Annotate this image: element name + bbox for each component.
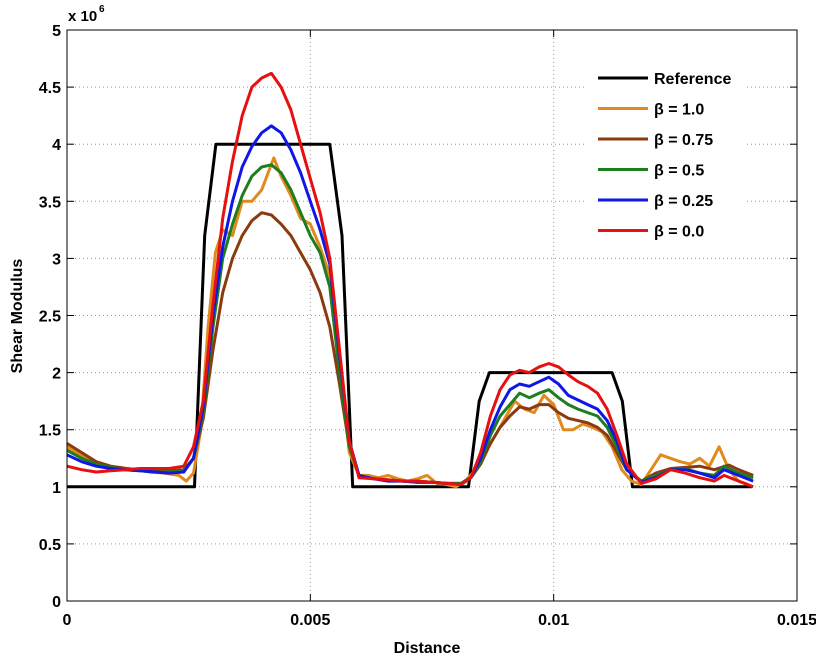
- series-line-beta-5: [66, 71, 754, 489]
- y-axis-label: Shear Modulus: [9, 259, 26, 374]
- y-tick-label: 3: [52, 251, 61, 268]
- y-tick-label: 1.5: [39, 423, 61, 440]
- legend-label: Reference: [654, 71, 731, 88]
- x-axis-label: Distance: [394, 640, 461, 657]
- legend-label: β = 0.25: [654, 193, 713, 210]
- y-tick-label: 3.5: [39, 194, 61, 211]
- legend-items: Reference β = 1.0 β = 0.75 β = 0.5 β = 0.25 β…: [598, 71, 731, 241]
- legend-box: [585, 60, 745, 250]
- y-tick-label: 4.5: [39, 80, 61, 97]
- y-tick-label: 0.5: [39, 537, 61, 554]
- y-exponent-power: 6: [99, 4, 105, 15]
- x-tick-label: 0.005: [290, 612, 330, 629]
- x-tick-label: 0.01: [538, 612, 569, 629]
- y-tick-label: 2.5: [39, 309, 61, 326]
- series-line-reference: [67, 142, 752, 489]
- y-tick-label: 0: [52, 594, 61, 611]
- legend-label: β = 0.0: [654, 224, 704, 241]
- y-tick-label: 4: [52, 137, 61, 154]
- x-tick-label: 0: [63, 612, 72, 629]
- y-tick-label: 2: [52, 366, 61, 383]
- y-tick-label: 5: [52, 23, 61, 40]
- y-exponent-base: x 10: [68, 8, 97, 25]
- axis-ticks: 0 0.005 0.01 0.015 0 0.5 1 1.5 2 2.5 3 3.5 4 4.5 5: [39, 23, 816, 629]
- x-tick-label: 0.015: [777, 612, 816, 629]
- legend-label: β = 0.75: [654, 132, 713, 149]
- legend: Reference β = 1.0 β = 0.75 β = 0.5 β = 0.25 β…: [585, 60, 745, 250]
- legend-label: β = 0.5: [654, 163, 704, 180]
- series-lines: [66, 71, 754, 489]
- y-tick-label: 1: [52, 480, 61, 497]
- legend-label: β = 1.0: [654, 102, 704, 119]
